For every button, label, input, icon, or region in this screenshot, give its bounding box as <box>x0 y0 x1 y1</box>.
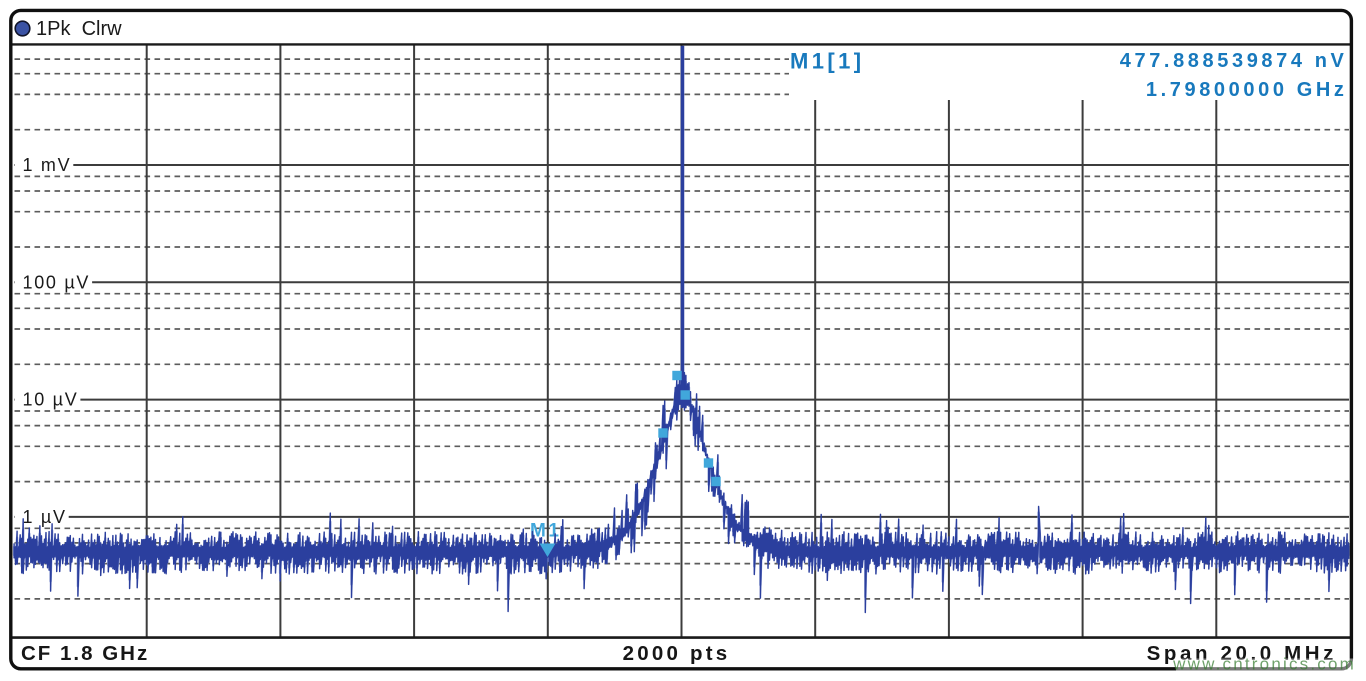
svg-text:1.79800000 GHz: 1.79800000 GHz <box>1146 79 1348 101</box>
svg-text:M1: M1 <box>530 521 561 542</box>
svg-text:10 µV: 10 µV <box>23 390 79 410</box>
svg-text:477.888539874 nV: 477.888539874 nV <box>1120 50 1348 72</box>
svg-text:100 µV: 100 µV <box>23 272 91 292</box>
svg-text:2000 pts: 2000 pts <box>623 642 731 665</box>
svg-text:1 mV: 1 mV <box>23 155 72 175</box>
svg-text:1Pk Clrw: 1Pk Clrw <box>36 18 122 40</box>
svg-text:CF 1.8 GHz: CF 1.8 GHz <box>21 642 149 665</box>
svg-text:M1[1]: M1[1] <box>790 49 864 74</box>
svg-text:Span 20.0 MHz: Span 20.0 MHz <box>1147 642 1337 665</box>
svg-text:1 µV: 1 µV <box>23 507 67 527</box>
svg-text:www.cntronics.com: www.cntronics.com <box>1172 655 1356 674</box>
